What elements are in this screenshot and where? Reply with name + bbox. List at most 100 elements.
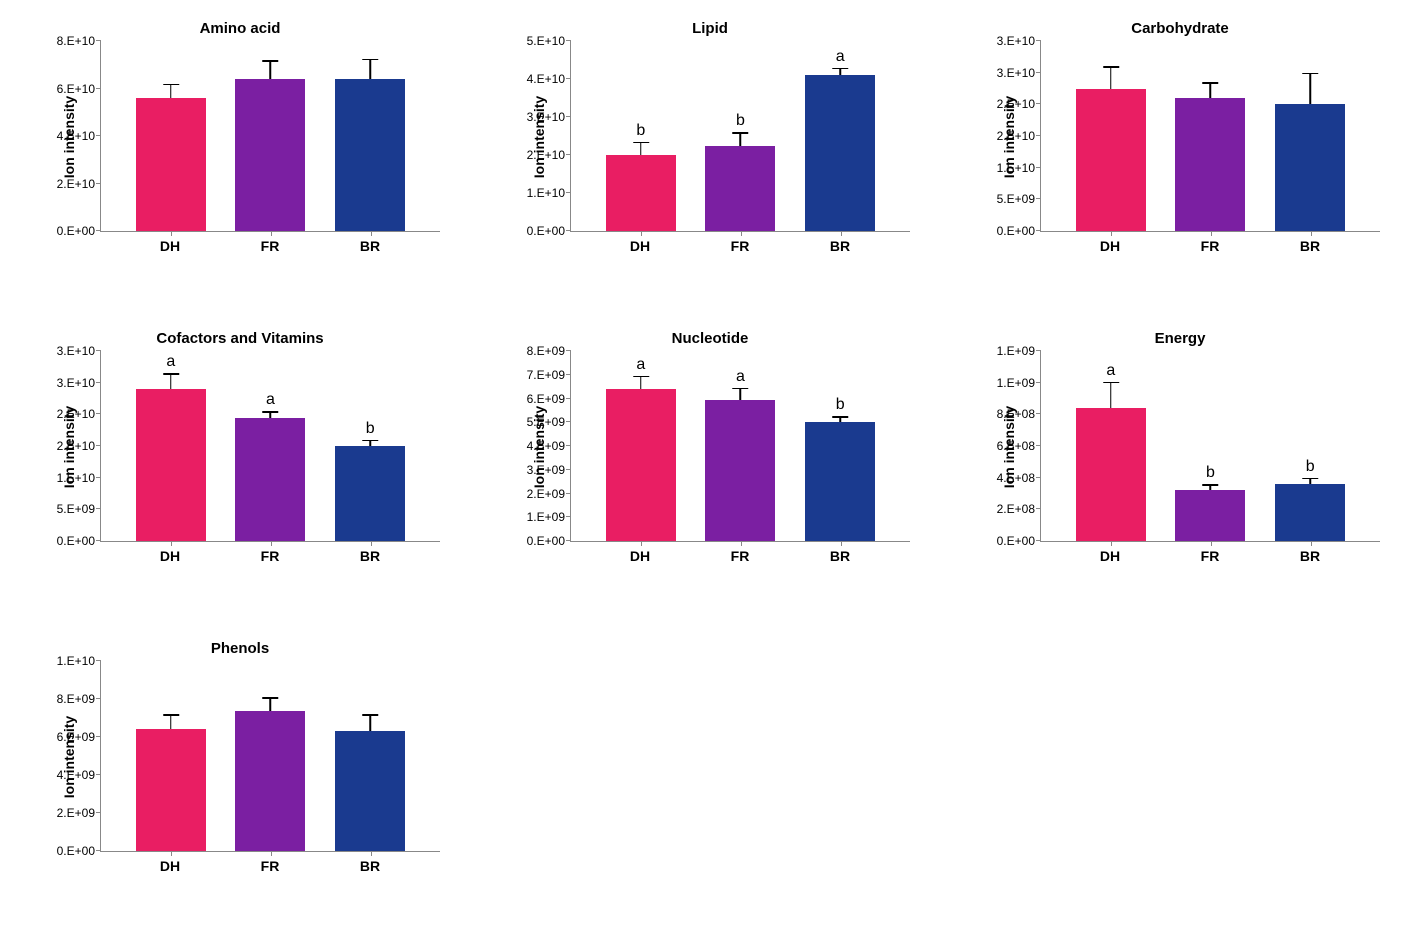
- bar-rect: [1175, 98, 1245, 231]
- y-tick: 0.E+00: [527, 224, 571, 238]
- y-tick: 4.E+10: [57, 129, 101, 143]
- bar-dh: a: [136, 389, 206, 541]
- bar-fr: a: [235, 418, 305, 542]
- x-label-dh: DH: [135, 238, 205, 254]
- bar-br: b: [1275, 484, 1345, 541]
- y-tick: 6.E+10: [57, 82, 101, 96]
- x-label-br: BR: [335, 238, 405, 254]
- y-tick: 0.E+00: [57, 534, 101, 548]
- bar-rect: [235, 79, 305, 231]
- y-tick: 7.E+09: [527, 368, 571, 382]
- bar-rect: [1175, 490, 1245, 541]
- plot-area: 0.E+001.E+092.E+093.E+094.E+095.E+096.E+…: [570, 351, 910, 542]
- y-tick: 6.E+09: [527, 392, 571, 406]
- bar-rect: [136, 389, 206, 541]
- bars-container: [1041, 41, 1380, 231]
- x-labels: DHFRBR: [100, 542, 440, 564]
- y-tick: 1.E+09: [997, 344, 1041, 358]
- bars-container: abb: [1041, 351, 1380, 541]
- y-tick: 3.E+10: [57, 376, 101, 390]
- plot-area: 0.E+005.E+091.E+102.E+102.E+103.E+103.E+…: [1040, 41, 1380, 232]
- bar-rect: [606, 155, 676, 231]
- y-tick: 2.E+09: [527, 487, 571, 501]
- bar-rect: [335, 731, 405, 851]
- y-tick: 5.E+09: [997, 192, 1041, 206]
- y-tick: 2.E+10: [997, 97, 1041, 111]
- bar-rect: [235, 418, 305, 542]
- significance-label: a: [266, 391, 275, 409]
- y-tick: 0.E+00: [527, 534, 571, 548]
- y-tick: 6.E+09: [57, 730, 101, 744]
- bar-fr: [235, 711, 305, 851]
- bar-br: [1275, 104, 1345, 231]
- bar-rect: [805, 422, 875, 541]
- y-tick: 6.E+08: [997, 439, 1041, 453]
- bar-fr: a: [705, 400, 775, 541]
- bar-rect: [335, 446, 405, 541]
- chart-nucleotide: NucleotideIon intensity0.E+001.E+092.E+0…: [490, 330, 930, 620]
- chart-amino-acid: Amino acidIon intensity0.E+002.E+104.E+1…: [20, 20, 460, 310]
- x-label-dh: DH: [1075, 238, 1145, 254]
- y-axis-label: Ion intensity: [531, 95, 547, 177]
- x-label-fr: FR: [1175, 238, 1245, 254]
- y-tick: 8.E+09: [527, 344, 571, 358]
- x-label-fr: FR: [235, 858, 305, 874]
- y-tick: 2.E+09: [57, 806, 101, 820]
- plot-area: 0.E+005.E+091.E+102.E+102.E+103.E+103.E+…: [100, 351, 440, 542]
- x-labels: DHFRBR: [570, 542, 910, 564]
- x-label-dh: DH: [605, 238, 675, 254]
- bar-dh: [1076, 89, 1146, 232]
- bar-fr: b: [1175, 490, 1245, 541]
- x-labels: DHFRBR: [1040, 542, 1380, 564]
- bars-container: bba: [571, 41, 910, 231]
- bar-br: a: [805, 75, 875, 231]
- x-label-br: BR: [1275, 238, 1345, 254]
- bar-br: b: [335, 446, 405, 541]
- bar-dh: [136, 98, 206, 231]
- bar-fr: [235, 79, 305, 231]
- bar-rect: [1076, 89, 1146, 232]
- chart-carbohydrate: CarbohydrateIon intensity0.E+005.E+091.E…: [960, 20, 1400, 310]
- y-tick: 0.E+00: [997, 534, 1041, 548]
- y-tick: 4.E+08: [997, 471, 1041, 485]
- y-tick: 4.E+09: [527, 439, 571, 453]
- bar-fr: b: [705, 146, 775, 232]
- bars-container: [101, 41, 440, 231]
- significance-label: b: [366, 420, 375, 438]
- bar-br: b: [805, 422, 875, 541]
- bar-rect: [136, 98, 206, 231]
- x-label-br: BR: [335, 548, 405, 564]
- y-tick: 0.E+00: [57, 224, 101, 238]
- bar-rect: [606, 389, 676, 541]
- bar-fr: [1175, 98, 1245, 231]
- x-label-fr: FR: [235, 548, 305, 564]
- y-tick: 3.E+10: [997, 34, 1041, 48]
- y-tick: 8.E+10: [57, 34, 101, 48]
- y-tick: 3.E+10: [57, 344, 101, 358]
- x-label-br: BR: [1275, 548, 1345, 564]
- y-tick: 5.E+09: [57, 502, 101, 516]
- bar-rect: [235, 711, 305, 851]
- y-tick: 2.E+10: [997, 129, 1041, 143]
- y-tick: 1.E+10: [57, 654, 101, 668]
- bars-container: aab: [101, 351, 440, 541]
- bars-container: [101, 661, 440, 851]
- y-tick: 4.E+09: [57, 768, 101, 782]
- x-label-fr: FR: [705, 238, 775, 254]
- bar-dh: a: [606, 389, 676, 541]
- x-label-br: BR: [805, 548, 875, 564]
- x-label-br: BR: [805, 238, 875, 254]
- y-tick: 0.E+00: [997, 224, 1041, 238]
- bar-dh: [136, 729, 206, 851]
- plot-area: 0.E+002.E+104.E+106.E+108.E+10: [100, 41, 440, 232]
- plot-area: 0.E+001.E+102.E+103.E+104.E+105.E+10bba: [570, 41, 910, 232]
- bars-container: aab: [571, 351, 910, 541]
- charts-grid: Amino acidIon intensity0.E+002.E+104.E+1…: [20, 20, 1398, 930]
- y-tick: 0.E+00: [57, 844, 101, 858]
- y-tick: 1.E+09: [997, 376, 1041, 390]
- significance-label: b: [736, 112, 745, 130]
- x-labels: DH FR BR: [570, 232, 910, 254]
- x-label-br: BR: [335, 858, 405, 874]
- bar-dh: a: [1076, 408, 1146, 541]
- significance-label: a: [636, 356, 645, 374]
